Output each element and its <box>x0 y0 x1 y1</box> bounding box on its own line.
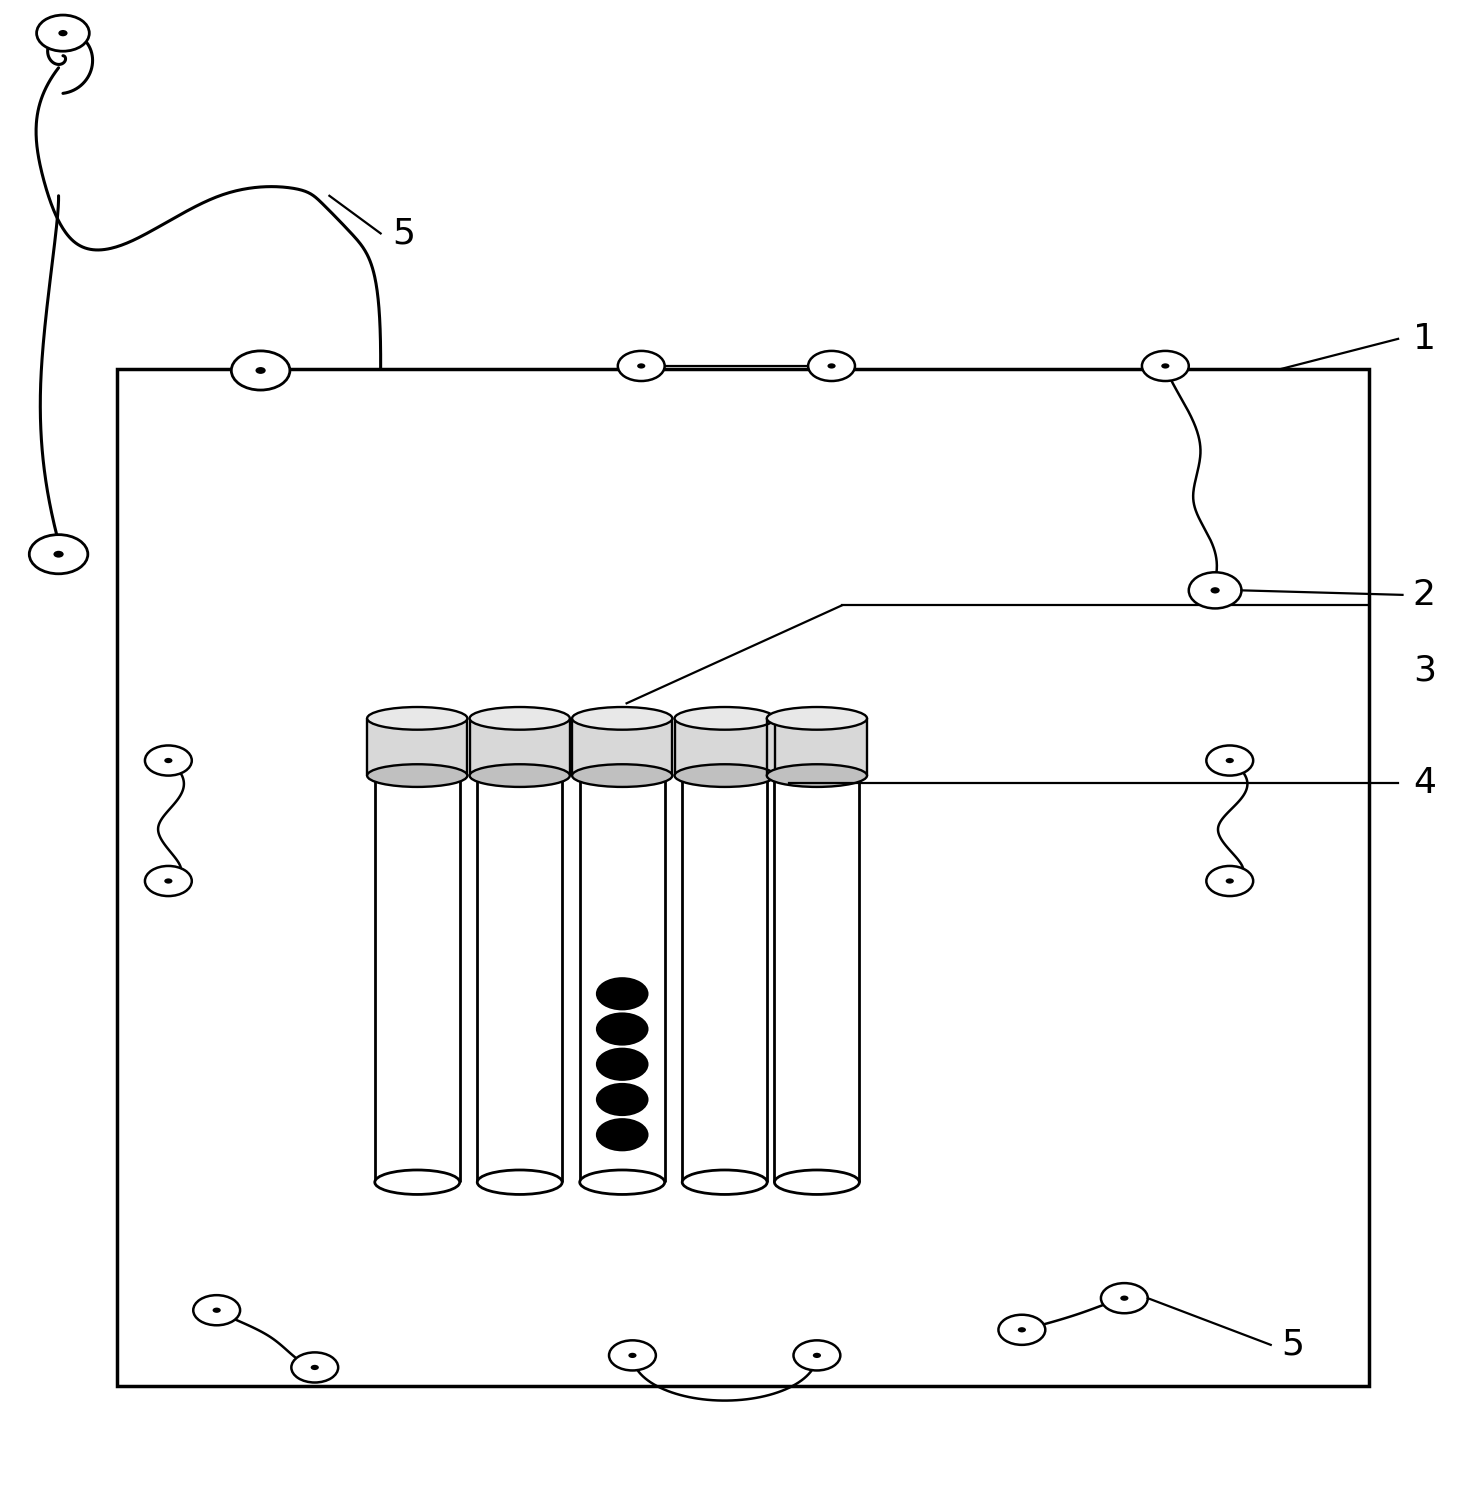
Ellipse shape <box>675 706 774 730</box>
Ellipse shape <box>255 367 265 373</box>
Ellipse shape <box>637 363 646 369</box>
Ellipse shape <box>596 1083 649 1116</box>
Ellipse shape <box>477 1170 562 1194</box>
Ellipse shape <box>145 866 192 896</box>
Ellipse shape <box>1017 1327 1026 1333</box>
Ellipse shape <box>375 767 460 785</box>
Bar <box>470 718 569 776</box>
Ellipse shape <box>827 363 836 369</box>
Bar <box>367 718 467 776</box>
Ellipse shape <box>193 1295 240 1325</box>
Ellipse shape <box>1206 866 1253 896</box>
Ellipse shape <box>618 351 665 381</box>
Ellipse shape <box>628 1352 637 1358</box>
Ellipse shape <box>59 30 67 36</box>
Ellipse shape <box>53 551 64 557</box>
Ellipse shape <box>1101 1283 1148 1313</box>
Ellipse shape <box>37 15 89 51</box>
Ellipse shape <box>675 764 774 788</box>
Text: 4: 4 <box>1413 767 1436 800</box>
Text: 5: 5 <box>1281 1328 1304 1361</box>
Bar <box>767 718 867 776</box>
Ellipse shape <box>367 764 467 788</box>
Ellipse shape <box>1211 587 1220 593</box>
Ellipse shape <box>1206 745 1253 776</box>
Ellipse shape <box>767 764 867 788</box>
Ellipse shape <box>813 1352 821 1358</box>
Ellipse shape <box>682 767 767 785</box>
Ellipse shape <box>580 767 665 785</box>
Ellipse shape <box>470 706 569 730</box>
Bar <box>572 718 672 776</box>
Ellipse shape <box>1189 572 1241 608</box>
Ellipse shape <box>477 767 562 785</box>
Ellipse shape <box>596 1117 649 1151</box>
Ellipse shape <box>682 1170 767 1194</box>
Ellipse shape <box>808 351 855 381</box>
Ellipse shape <box>596 1012 649 1045</box>
Ellipse shape <box>164 758 173 764</box>
Ellipse shape <box>774 1170 859 1194</box>
Ellipse shape <box>580 1170 665 1194</box>
Ellipse shape <box>375 1170 460 1194</box>
Ellipse shape <box>367 706 467 730</box>
Ellipse shape <box>1225 758 1234 764</box>
Ellipse shape <box>212 1307 221 1313</box>
Text: 3: 3 <box>1413 654 1436 687</box>
Ellipse shape <box>145 745 192 776</box>
Ellipse shape <box>609 1340 656 1370</box>
Ellipse shape <box>291 1352 338 1383</box>
Ellipse shape <box>572 706 672 730</box>
Ellipse shape <box>470 764 569 788</box>
Ellipse shape <box>767 706 867 730</box>
Ellipse shape <box>1142 351 1189 381</box>
Text: 2: 2 <box>1413 578 1436 611</box>
Ellipse shape <box>793 1340 840 1370</box>
Bar <box>675 718 774 776</box>
Ellipse shape <box>998 1315 1045 1345</box>
Ellipse shape <box>596 977 649 1011</box>
Ellipse shape <box>774 767 859 785</box>
Text: 1: 1 <box>1413 322 1436 355</box>
Ellipse shape <box>1225 878 1234 884</box>
Ellipse shape <box>231 351 290 390</box>
Ellipse shape <box>29 535 88 574</box>
Ellipse shape <box>1161 363 1170 369</box>
Ellipse shape <box>164 878 173 884</box>
Ellipse shape <box>572 764 672 788</box>
Bar <box>117 369 1369 1386</box>
Text: 5: 5 <box>392 217 416 250</box>
Ellipse shape <box>596 1048 649 1081</box>
Ellipse shape <box>310 1364 319 1370</box>
Ellipse shape <box>1120 1295 1129 1301</box>
